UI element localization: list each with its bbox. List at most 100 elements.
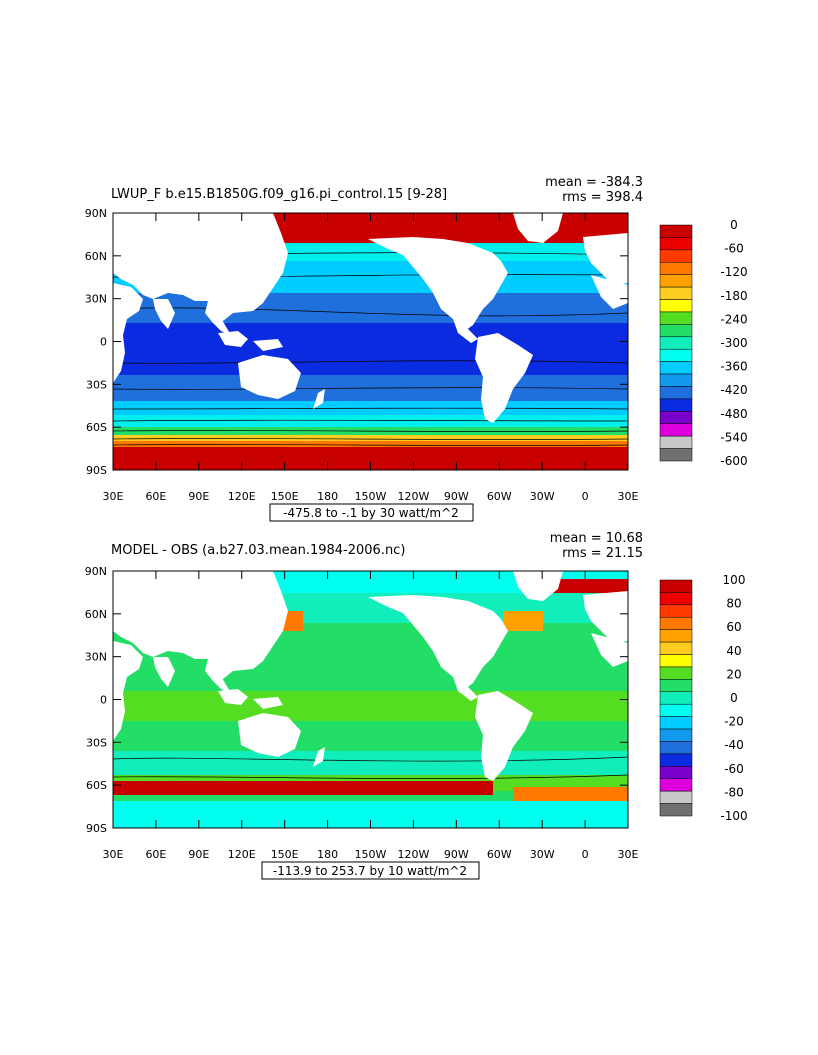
top-colorbar-swatch <box>659 237 693 251</box>
bottom-lon-label: 120W <box>397 848 429 861</box>
bottom-colorbar-label: 20 <box>726 667 741 681</box>
bottom-range-box <box>261 861 480 880</box>
bottom-colorbar-swatch <box>659 691 693 705</box>
top-colorbar-swatch <box>659 274 693 288</box>
top-lon-label: 60W <box>487 490 512 503</box>
bottom-lat-label: 60N <box>85 608 107 621</box>
top-range-label: -475.8 to -.1 by 30 watt/m^2 <box>283 506 459 520</box>
top-lat-label: 30N <box>85 293 107 306</box>
bottom-lat-label: 60S <box>86 779 107 792</box>
top-lon-label: 30W <box>530 490 555 503</box>
top-lon-label: 90E <box>188 490 209 503</box>
bottom-lat-label: 0 <box>100 694 107 707</box>
top-lat-label: 90N <box>85 207 107 220</box>
bottom-colorbar-swatch <box>659 728 693 742</box>
bottom-map-ticks: 90N 60N 30N 0 30S 60S 90S 30E 60E 90E 120E 150E 180 1… <box>85 565 639 861</box>
bottom-colorbar-label: 80 <box>726 597 741 611</box>
bottom-colorbar-swatch <box>659 803 693 817</box>
bottom-lon-label: 0 <box>582 848 589 861</box>
bottom-lon-label: 60W <box>487 848 512 861</box>
top-colorbar-label: -240 <box>720 312 747 326</box>
top-lon-label: 30E <box>618 490 639 503</box>
bottom-colorbar-label: -20 <box>724 715 744 729</box>
top-colorbar-label: -600 <box>720 454 747 468</box>
bottom-lat-label: 90S <box>86 822 107 835</box>
bottom-colorbar-label: 60 <box>726 620 741 634</box>
bottom-colorbar-label: 100 <box>723 573 746 587</box>
top-colorbar-swatch <box>659 423 693 437</box>
bottom-panel-rms: rms = 21.15 <box>562 546 643 561</box>
bottom-colorbar-swatch <box>659 629 693 643</box>
top-range-box <box>269 503 474 522</box>
top-panel-mean: mean = -384.3 <box>545 175 643 190</box>
top-lon-label: 90W <box>444 490 469 503</box>
bottom-colorbar-label: -100 <box>720 809 747 823</box>
top-colorbar-swatch <box>659 411 693 424</box>
bottom-map-field <box>113 571 628 828</box>
bottom-lon-label: 60E <box>145 848 166 861</box>
top-colorbar-label: -120 <box>720 265 747 279</box>
bottom-colorbar-swatch <box>659 716 693 730</box>
bottom-colorbar-swatch <box>659 654 693 668</box>
top-colorbar-swatch <box>659 386 693 400</box>
top-colorbar-swatch <box>659 286 693 300</box>
bottom-colorbar-swatch <box>659 766 693 779</box>
bottom-colorbar-swatch <box>659 604 693 618</box>
top-lat-label: 60S <box>86 421 107 434</box>
top-colorbar-swatch <box>659 324 693 338</box>
top-colorbar: 0 -60 -120 -180 -240 -300 -360 -420 -480 -540 -600 <box>659 218 748 468</box>
top-colorbar-label: -540 <box>720 430 747 444</box>
bottom-colorbar-label: -60 <box>724 762 744 776</box>
top-colorbar-swatch <box>659 398 693 412</box>
top-lon-label: 180 <box>317 490 338 503</box>
bottom-lon-label: 90W <box>444 848 469 861</box>
top-colorbar-swatch <box>659 336 693 350</box>
bottom-lon-label: 120E <box>228 848 256 861</box>
bottom-colorbar-swatch <box>659 579 693 593</box>
top-colorbar-swatch <box>659 448 693 462</box>
top-lon-label: 30E <box>103 490 124 503</box>
top-colorbar-label: -360 <box>720 360 747 374</box>
top-lat-label: 90S <box>86 464 107 477</box>
bottom-colorbar-label: -40 <box>724 738 744 752</box>
top-panel: LWUP_F b.e15.B1850G.f09_g16.pi_control.1… <box>85 175 748 522</box>
bottom-colorbar-swatch <box>659 617 693 630</box>
top-lat-label: 60N <box>85 250 107 263</box>
bottom-panel: MODEL - OBS (a.b27.03.mean.1984-2006.nc)… <box>85 531 748 880</box>
top-colorbar-swatch <box>659 435 693 449</box>
top-colorbar-label: -300 <box>720 336 747 350</box>
top-colorbar-swatch <box>659 262 693 275</box>
bottom-lon-label: 180 <box>317 848 338 861</box>
top-colorbar-label: -480 <box>720 407 747 421</box>
bottom-lon-label: 150E <box>271 848 299 861</box>
top-panel-title: LWUP_F b.e15.B1850G.f09_g16.pi_control.1… <box>111 187 447 202</box>
bottom-colorbar-swatch <box>659 741 693 755</box>
bottom-lat-label: 30N <box>85 651 107 664</box>
top-map-ticks: 90N 60N 30N 0 30S 60S 90S 30E 60E 90E 120E 150E 180 1… <box>85 207 639 503</box>
bottom-lon-label: 90E <box>188 848 209 861</box>
bottom-colorbar-swatch <box>659 703 693 717</box>
bottom-colorbar-swatch <box>659 753 693 767</box>
top-colorbar-swatch <box>659 373 693 387</box>
top-colorbar-label: -420 <box>720 383 747 397</box>
bottom-colorbar-swatch <box>659 679 693 693</box>
top-lat-label: 30S <box>86 378 107 391</box>
top-panel-rms: rms = 398.4 <box>562 190 643 205</box>
top-colorbar-swatch <box>659 299 693 313</box>
top-colorbar-swatch <box>659 249 693 263</box>
top-lon-label: 150E <box>271 490 299 503</box>
top-lon-label: 120W <box>397 490 429 503</box>
bottom-colorbar-swatch <box>659 790 693 804</box>
top-colorbar-label: 0 <box>730 218 738 232</box>
top-colorbar-swatch <box>659 224 693 238</box>
top-colorbar-swatch <box>659 348 693 362</box>
bottom-lon-label: 30E <box>103 848 124 861</box>
bottom-colorbar-swatch <box>659 641 693 655</box>
bottom-range-label: -113.9 to 253.7 by 10 watt/m^2 <box>273 864 467 878</box>
top-lat-label: 0 <box>100 336 107 349</box>
top-lon-label: 60E <box>145 490 166 503</box>
bottom-panel-mean: mean = 10.68 <box>550 531 643 546</box>
bottom-panel-title: MODEL - OBS (a.b27.03.mean.1984-2006.nc) <box>111 543 405 558</box>
bottom-lon-label: 30E <box>618 848 639 861</box>
